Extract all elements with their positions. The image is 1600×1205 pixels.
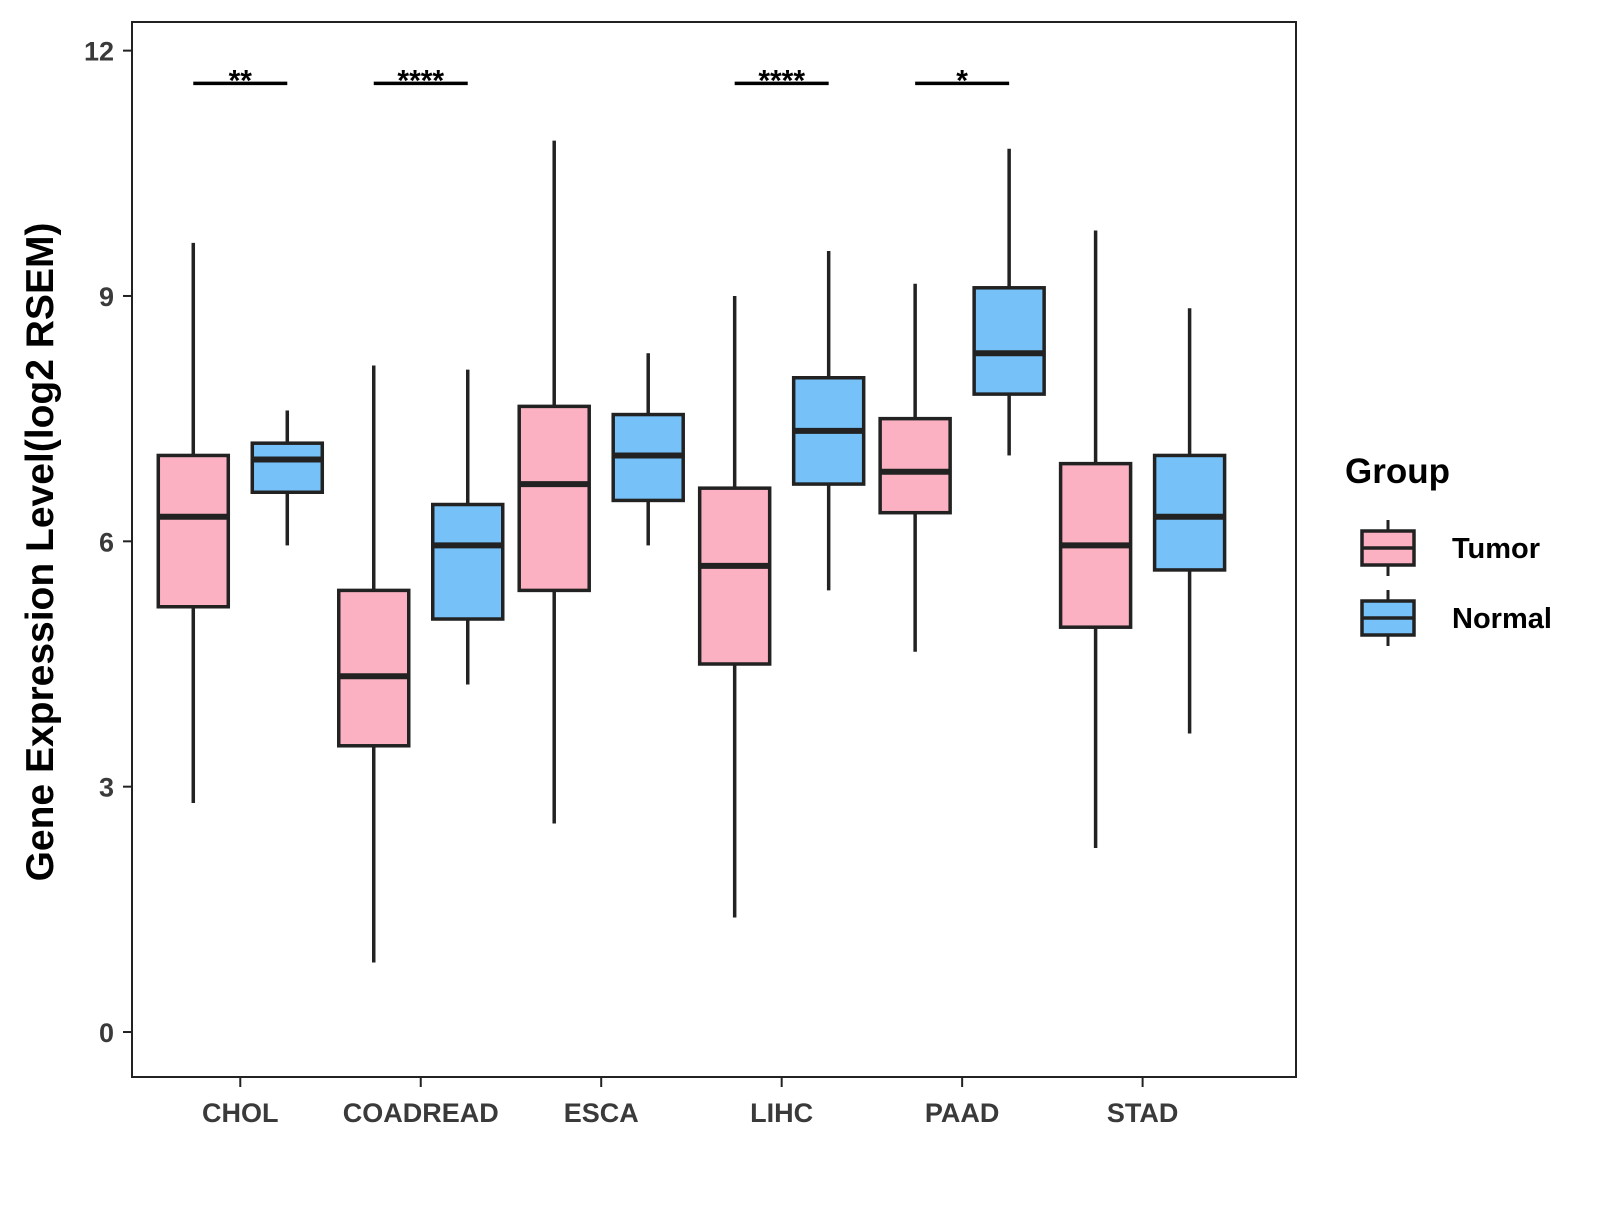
y-tick-label: 9 (99, 282, 114, 312)
box-tumor-chol (156, 242, 231, 804)
x-tick-label: PAAD (925, 1098, 1000, 1128)
y-tick-label: 3 (99, 773, 114, 803)
significance-label: **** (758, 64, 805, 97)
y-tick-label: 12 (84, 37, 114, 67)
significance-chol: ** (193, 64, 288, 97)
box-body (697, 486, 772, 666)
box-body (156, 453, 231, 609)
box-normal-lihc (791, 250, 866, 591)
legend-label: Tumor (1452, 533, 1540, 565)
x-tick-label: CHOL (202, 1098, 279, 1128)
x-tick-label: LIHC (750, 1098, 813, 1128)
legend-item-tumor: Tumor (1360, 520, 1540, 576)
box-tumor-coadread (336, 365, 411, 963)
box-tumor-paad (878, 283, 952, 652)
box-body (878, 416, 952, 515)
box-body (517, 404, 591, 593)
significance-label: ** (229, 64, 253, 97)
box-normal-coadread (430, 369, 505, 685)
legend-label: Normal (1452, 603, 1552, 635)
y-axis-title: Gene Expression Level(log2 RSEM) (19, 223, 62, 882)
box-normal-stad (1152, 308, 1227, 734)
x-tick-label: STAD (1107, 1098, 1179, 1128)
significance-coadread: **** (373, 64, 468, 97)
legend: Group Tumor Normal (1345, 452, 1552, 646)
significance-label: * (956, 64, 968, 97)
significance-paad: * (915, 64, 1010, 97)
y-tick-label: 6 (99, 527, 114, 557)
significance-label: **** (397, 64, 444, 97)
legend-title: Group (1345, 452, 1450, 491)
box-body (1152, 453, 1227, 572)
box-body (250, 441, 325, 495)
box-normal-paad (972, 148, 1046, 456)
box-tumor-esca (517, 140, 591, 824)
box-normal-esca (611, 353, 685, 546)
significance-lihc: **** (734, 64, 829, 97)
legend-item-normal: Normal (1360, 590, 1552, 646)
axes: 0 3 6 9 12 CHOL COADREAD ESCA LIHC PAAD STAD (84, 21, 1297, 1128)
y-tick-label: 0 (99, 1018, 114, 1048)
box-normal-chol (250, 410, 325, 546)
x-tick-label: COADREAD (343, 1098, 499, 1128)
box-body (336, 588, 411, 748)
plot-border (131, 21, 1297, 1078)
box-body (430, 502, 505, 621)
box-tumor-stad (1058, 230, 1133, 849)
x-tick-label: ESCA (564, 1098, 639, 1128)
box-tumor-lihc (697, 295, 772, 918)
plot-area: ** **** **** * (156, 64, 1227, 963)
box-body (972, 286, 1046, 396)
